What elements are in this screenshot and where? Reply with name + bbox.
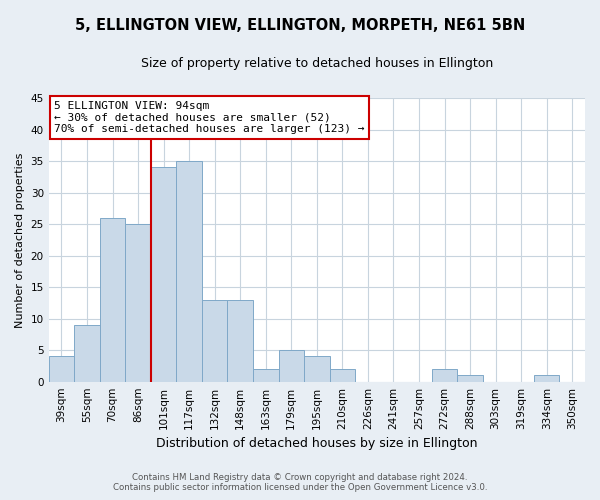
Bar: [74, 325, 100, 382]
Text: 5 ELLINGTON VIEW: 94sqm
← 30% of detached houses are smaller (52)
70% of semi-de: 5 ELLINGTON VIEW: 94sqm ← 30% of detache…: [54, 101, 365, 134]
Bar: [202, 300, 227, 382]
Bar: [457, 376, 483, 382]
Bar: [49, 356, 74, 382]
Bar: [304, 356, 329, 382]
Title: Size of property relative to detached houses in Ellington: Size of property relative to detached ho…: [141, 58, 493, 70]
Bar: [329, 369, 355, 382]
Bar: [227, 300, 253, 382]
X-axis label: Distribution of detached houses by size in Ellington: Distribution of detached houses by size …: [156, 437, 478, 450]
Bar: [100, 218, 125, 382]
Bar: [534, 376, 559, 382]
Bar: [176, 161, 202, 382]
Text: 5, ELLINGTON VIEW, ELLINGTON, MORPETH, NE61 5BN: 5, ELLINGTON VIEW, ELLINGTON, MORPETH, N…: [75, 18, 525, 32]
Bar: [253, 369, 278, 382]
Bar: [278, 350, 304, 382]
Bar: [432, 369, 457, 382]
Bar: [151, 168, 176, 382]
Y-axis label: Number of detached properties: Number of detached properties: [15, 152, 25, 328]
Text: Contains HM Land Registry data © Crown copyright and database right 2024.
Contai: Contains HM Land Registry data © Crown c…: [113, 473, 487, 492]
Bar: [125, 224, 151, 382]
